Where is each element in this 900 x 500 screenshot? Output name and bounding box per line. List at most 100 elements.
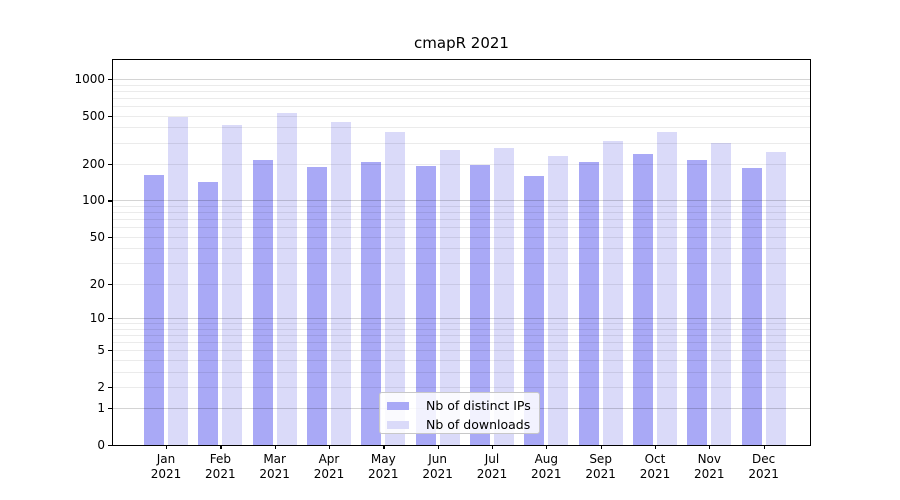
x-tick-may xyxy=(383,445,385,449)
y-tick-label-5: 5 xyxy=(97,343,105,358)
bar-downloads-nov xyxy=(711,143,732,445)
gridline-80 xyxy=(113,212,810,214)
bar-distinct-ips-dec xyxy=(741,167,762,445)
gridline-4 xyxy=(113,359,810,361)
legend-label-distinct-ips: Nb of distinct IPs xyxy=(426,398,531,413)
month-name: Mar xyxy=(263,452,286,466)
gridline-100 xyxy=(113,200,810,202)
bar-distinct-ips-feb xyxy=(198,181,219,445)
gridline-50 xyxy=(113,236,810,238)
y-tick-20 xyxy=(108,283,113,285)
month-name: Oct xyxy=(644,452,666,466)
month-name: Jun xyxy=(428,452,448,466)
bar-distinct-ips-may xyxy=(361,161,382,445)
legend-swatch-downloads xyxy=(387,420,409,429)
year-label: 2021 xyxy=(422,467,453,481)
y-tick-50 xyxy=(108,236,113,238)
gridline-2 xyxy=(113,386,810,388)
bar-downloads-jun xyxy=(439,149,460,445)
y-tick-100 xyxy=(108,200,113,202)
y-tick-10 xyxy=(108,317,113,320)
x-tick-label-jan: Jan 2021 xyxy=(139,452,193,482)
x-tick-label-jul: Jul 2021 xyxy=(465,452,519,482)
y-tick-label-0: 0 xyxy=(97,438,105,452)
legend: Nb of distinct IPs Nb of downloads xyxy=(379,392,540,434)
bar-distinct-ips-apr xyxy=(306,166,327,445)
month-name: Nov xyxy=(697,452,721,466)
y-tick-label-1000: 1000 xyxy=(74,71,105,86)
x-tick-label-aug: Aug 2021 xyxy=(519,452,573,482)
x-tick-mar xyxy=(274,445,276,449)
gridline-60 xyxy=(113,227,810,229)
x-tick-jun xyxy=(437,445,439,449)
gridline-900 xyxy=(113,84,810,86)
year-label: 2021 xyxy=(368,467,399,481)
bar-distinct-ips-mar xyxy=(252,159,273,445)
y-tick-2 xyxy=(108,386,113,388)
month-name: Jul xyxy=(484,452,500,466)
legend-swatch-distinct-ips xyxy=(387,401,409,410)
x-tick-apr xyxy=(328,445,331,449)
bar-distinct-ips-oct xyxy=(632,154,653,445)
bar-downloads-oct xyxy=(656,131,677,445)
year-label: 2021 xyxy=(748,467,779,481)
x-tick-label-dec: Dec 2021 xyxy=(737,452,791,482)
gridline-7 xyxy=(113,334,810,336)
y-tick-label-1: 1 xyxy=(97,401,105,416)
gridline-20 xyxy=(113,283,810,285)
gridline-40 xyxy=(113,248,810,250)
y-tick-1000 xyxy=(108,78,113,81)
year-label: 2021 xyxy=(694,467,725,481)
x-tick-nov xyxy=(709,445,711,449)
gridline-6 xyxy=(113,341,810,343)
x-tick-sep xyxy=(600,445,602,449)
gridline-200 xyxy=(113,164,810,165)
bar-downloads-sep xyxy=(602,141,623,445)
y-tick-label-50: 50 xyxy=(89,229,105,244)
y-tick-0 xyxy=(108,445,113,447)
x-tick-label-mar: Mar 2021 xyxy=(248,452,302,482)
plot-area xyxy=(113,60,810,445)
y-tick-5 xyxy=(108,350,113,352)
y-tick-200 xyxy=(108,164,113,166)
bar-distinct-ips-jun xyxy=(415,166,436,445)
bar-downloads-aug xyxy=(548,155,569,445)
bar-downloads-apr xyxy=(330,121,351,445)
gridline-800 xyxy=(113,90,810,92)
month-name: Dec xyxy=(752,452,776,466)
y-tick-label-200: 200 xyxy=(82,157,105,171)
bar-downloads-may xyxy=(385,132,406,445)
bar-downloads-mar xyxy=(276,113,297,445)
y-tick-500 xyxy=(108,115,113,117)
y-tick-label-2: 2 xyxy=(97,379,105,394)
x-tick-label-jun: Jun 2021 xyxy=(411,452,465,482)
month-name: Jan xyxy=(156,452,176,466)
gridline-30 xyxy=(113,263,810,265)
x-tick-label-apr: Apr 2021 xyxy=(302,452,356,482)
gridline-10 xyxy=(113,317,810,319)
x-tick-label-sep: Sep 2021 xyxy=(574,452,628,482)
bar-downloads-feb xyxy=(222,124,243,445)
x-tick-jul xyxy=(491,445,494,449)
x-tick-label-oct: Oct 2021 xyxy=(628,452,682,482)
x-tick-label-feb: Feb 2021 xyxy=(193,452,247,482)
y-tick-label-100: 100 xyxy=(82,193,105,208)
gridline-500 xyxy=(113,115,810,117)
bar-distinct-ips-aug xyxy=(524,176,545,445)
year-label: 2021 xyxy=(205,467,236,481)
month-name: Aug xyxy=(534,452,559,466)
bar-distinct-ips-jul xyxy=(469,164,490,445)
x-tick-jan xyxy=(166,445,168,449)
year-label: 2021 xyxy=(585,467,616,481)
x-tick-feb xyxy=(220,445,222,449)
year-label: 2021 xyxy=(313,467,345,481)
y-tick-label-10: 10 xyxy=(89,310,105,325)
gridline-600 xyxy=(113,105,810,107)
gridline-5 xyxy=(113,350,810,352)
x-tick-oct xyxy=(654,445,657,449)
y-tick-label-500: 500 xyxy=(82,108,105,123)
year-label: 2021 xyxy=(531,467,562,481)
year-label: 2021 xyxy=(150,467,182,481)
gridline-70 xyxy=(113,219,810,221)
